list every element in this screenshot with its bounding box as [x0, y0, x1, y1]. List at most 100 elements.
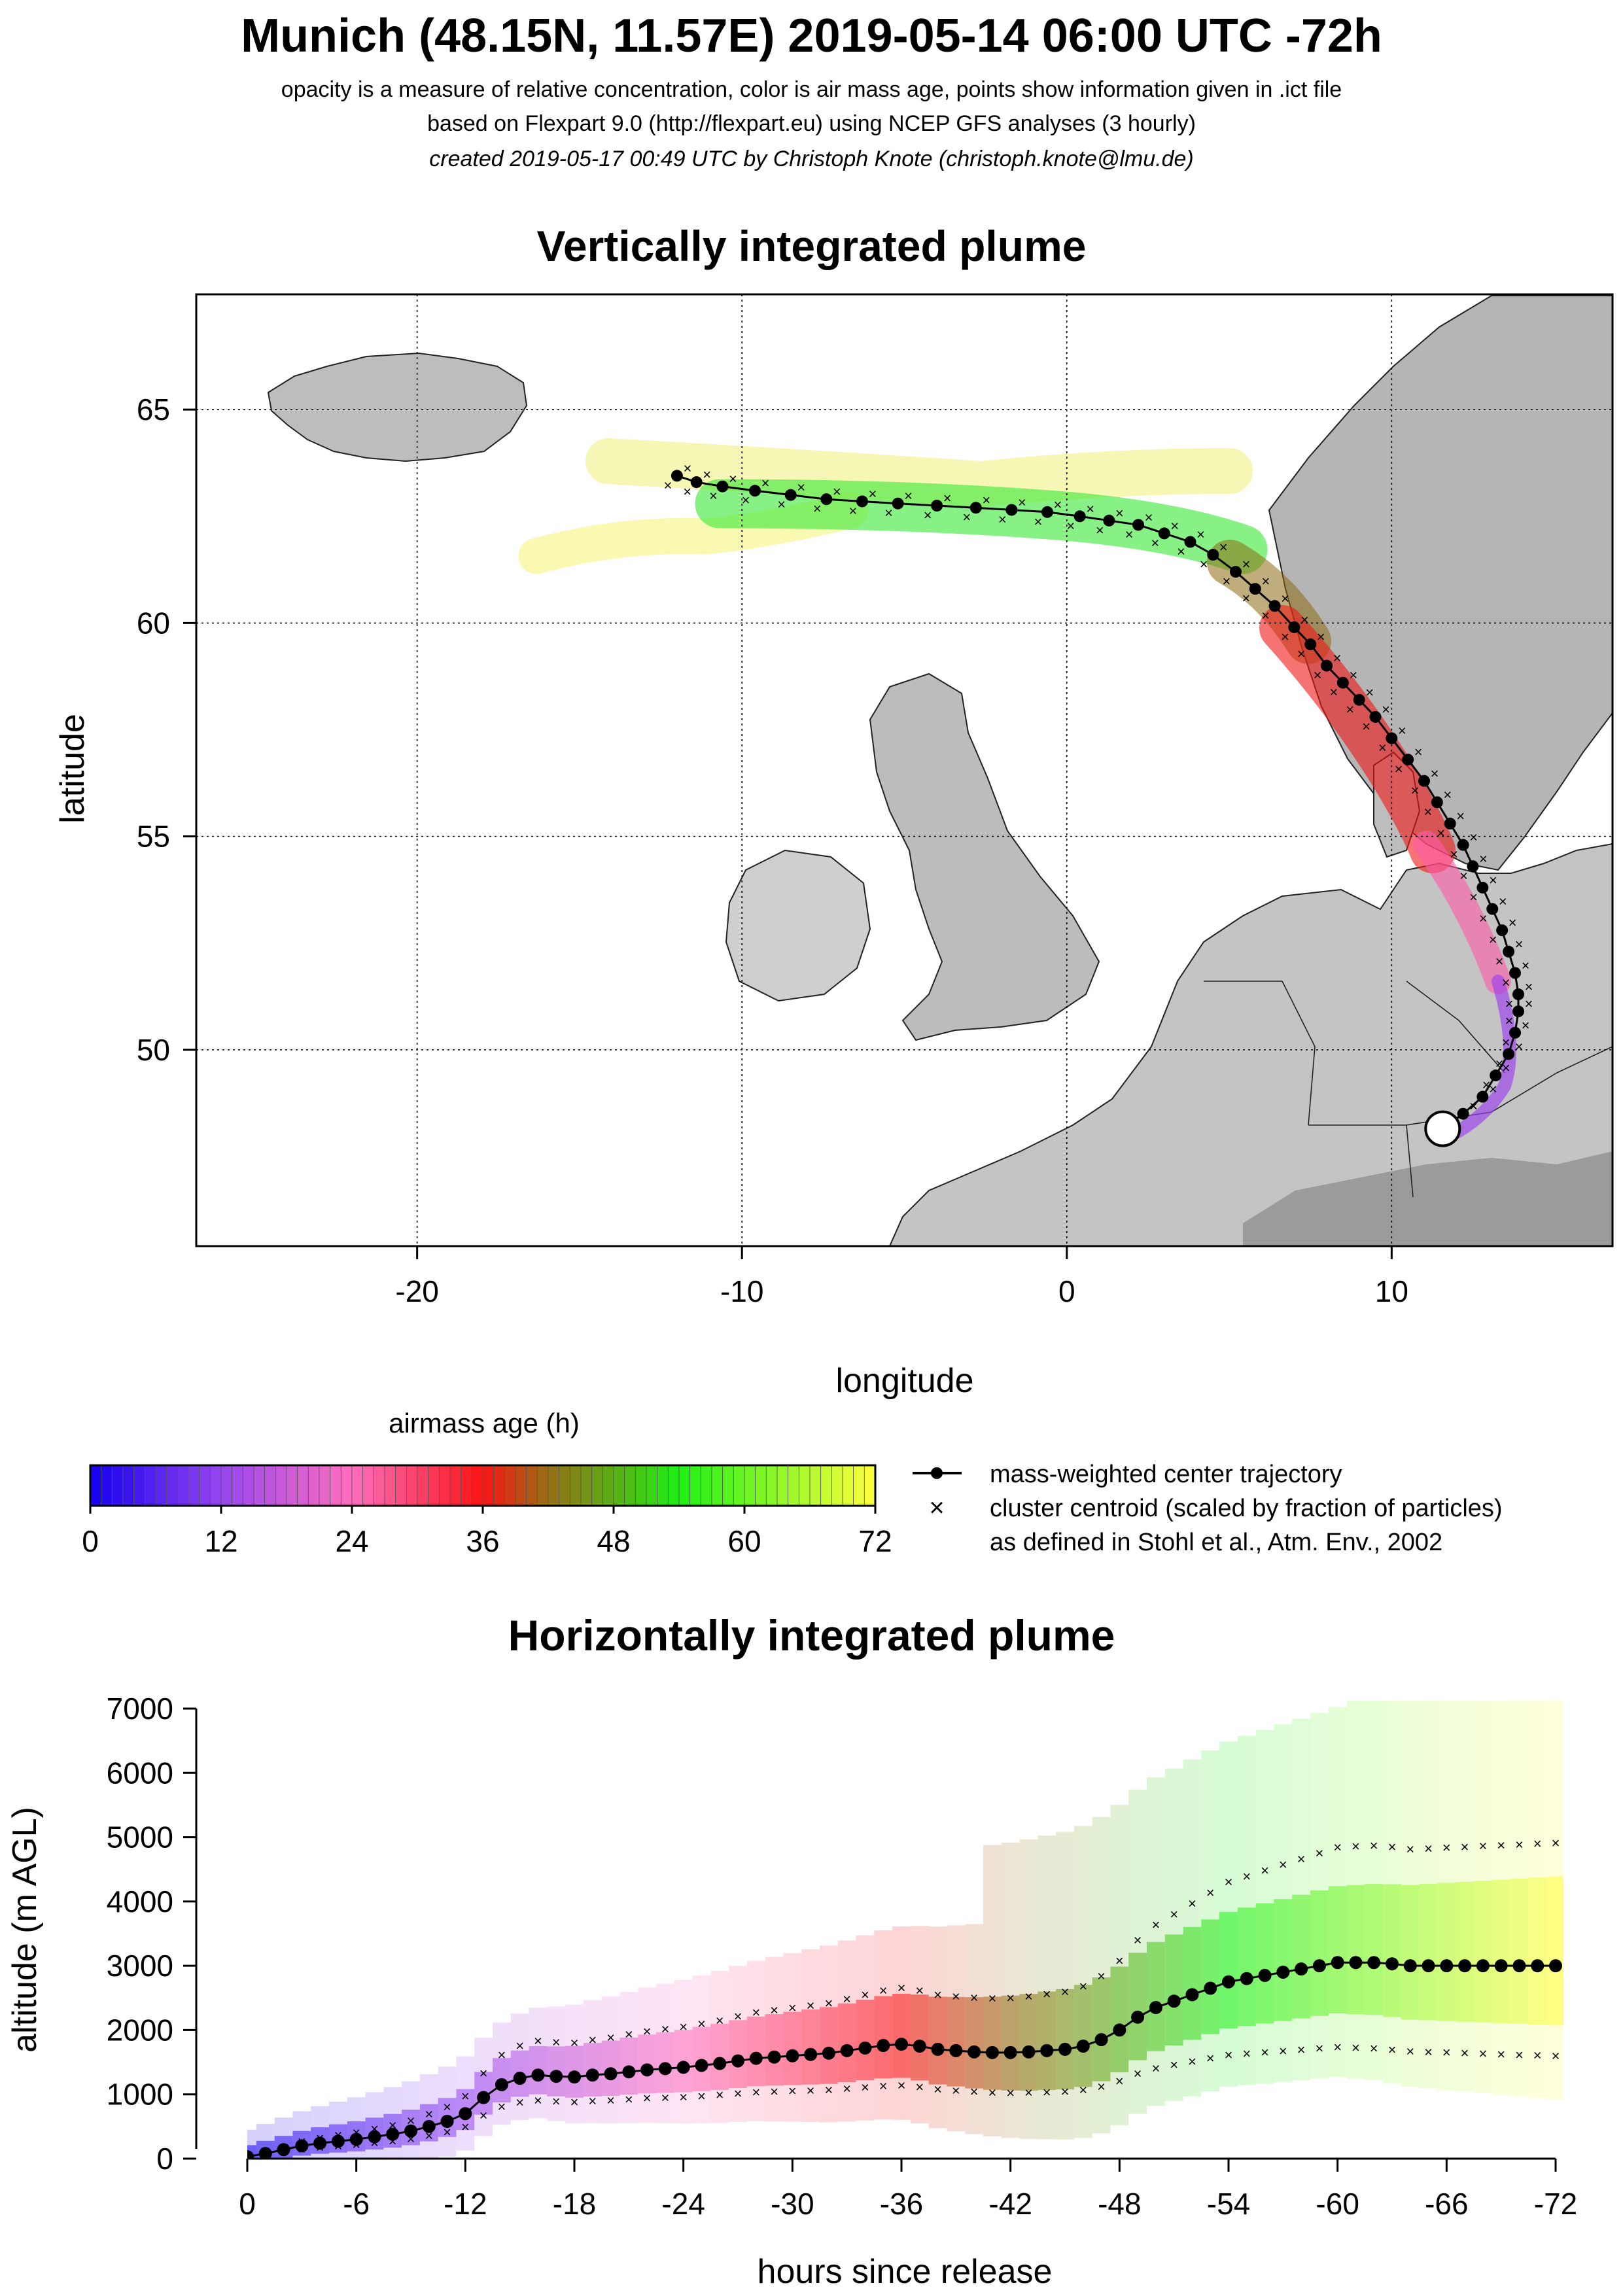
map-cluster-cross: ×	[1297, 646, 1306, 662]
altitude-trajectory-point	[1440, 1959, 1454, 1973]
colorbar-cell	[395, 1465, 407, 1506]
map-trajectory-point	[1158, 527, 1170, 540]
altitude-cluster-cross: ×	[1315, 2040, 1323, 2057]
map-cluster-cross: ×	[1495, 953, 1504, 969]
map-cluster-cross: ×	[1469, 889, 1478, 905]
alt-x-axis-label: hours since release	[758, 2253, 1053, 2291]
altitude-cluster-cross: ×	[934, 2081, 942, 2098]
colorbar-cell	[613, 1465, 625, 1506]
altitude-cluster-cross: ×	[1388, 2042, 1397, 2058]
colorbar-tick-label: 0	[82, 1524, 99, 1558]
map-trajectory-point	[1503, 945, 1515, 958]
altitude-plume-block-core	[783, 2011, 802, 2085]
colorbar-cell	[580, 1465, 593, 1506]
alt-x-tick-label: -42	[988, 2187, 1032, 2221]
colorbar-cell	[526, 1465, 538, 1506]
altitude-plume-block-core	[910, 1994, 929, 2081]
colorbar-cell	[461, 1465, 472, 1506]
map-cluster-cross: ×	[1525, 979, 1533, 995]
plume-green	[695, 479, 1268, 574]
altitude-trajectory-point	[386, 2127, 400, 2141]
colorbar-cell	[253, 1465, 266, 1506]
altitude-trajectory-point	[985, 2045, 999, 2059]
altitude-plume-block-core	[1292, 1894, 1310, 2019]
map-trajectory-point	[1005, 504, 1018, 516]
map-cluster-cross: ×	[1522, 1017, 1530, 1034]
colorbar-tick-label: 36	[466, 1524, 499, 1558]
altitude-cluster-cross: ×	[588, 2093, 597, 2109]
altitude-trajectory-point	[368, 2130, 381, 2144]
altitude-plume-block-outer	[1346, 1701, 1365, 2079]
map-trajectory-point	[1476, 1090, 1489, 1103]
map-gridlines	[196, 294, 1613, 1246]
map-trajectory-point	[1386, 732, 1398, 744]
altitude-trajectory-point	[1531, 1959, 1544, 1973]
colorbar-tick-label: 72	[858, 1524, 892, 1558]
figure-title: Munich (48.15N, 11.57E) 2019-05-14 06:00…	[241, 10, 1382, 62]
altitude-plume-block-core	[1510, 1878, 1529, 2024]
altitude-trajectory-point	[295, 2139, 309, 2153]
altitude-panel-title: Horizontally integrated plume	[508, 1611, 1115, 1660]
map-cluster-cross: ×	[1018, 494, 1026, 510]
altitude-trajectory-point	[804, 2047, 818, 2061]
altitude-plume-block-core	[1110, 1966, 1129, 2073]
altitude-cluster-cross: ×	[1206, 1885, 1215, 1901]
altitude-plume-block-core	[1437, 1883, 1456, 2021]
alt-x-tick-label: -30	[771, 2187, 814, 2221]
map-cluster-cross: ×	[1086, 500, 1094, 517]
colorbar-cell	[591, 1465, 603, 1506]
map-cluster-cross: ×	[777, 496, 786, 513]
altitude-trajectory-point	[440, 2114, 454, 2128]
alt-y-tick-label: 4000	[107, 1885, 173, 1919]
altitude-trajectory-point	[786, 2049, 799, 2062]
colorbar-cell	[853, 1465, 865, 1506]
altitude-cluster-cross: ×	[788, 2083, 797, 2099]
altitude-trajectory-point	[1258, 1968, 1272, 1982]
map-cluster-cross: ×	[703, 466, 711, 483]
map-trajectory-point	[1402, 754, 1414, 766]
legend-point-swatch	[931, 1467, 943, 1479]
altitude-cluster-cross: ×	[515, 2038, 524, 2054]
colorbar-cell	[351, 1465, 364, 1506]
colorbar-cell	[209, 1465, 222, 1506]
map-trajectory-point	[1509, 1026, 1522, 1039]
map-trajectory-point	[1509, 967, 1522, 979]
colorbar-tick-label: 24	[335, 1524, 368, 1558]
colorbar-cell	[646, 1465, 658, 1506]
altitude-trajectory-point	[767, 2050, 781, 2064]
altitude-cluster-cross: ×	[1097, 2078, 1106, 2095]
altitude-trajectory-point	[404, 2124, 417, 2138]
map-cluster-cross: ×	[1378, 740, 1387, 756]
map-cluster-cross: ×	[1411, 782, 1420, 799]
altitude-cluster-cross: ×	[970, 2083, 979, 2100]
altitude-trajectory-point	[1003, 2045, 1017, 2059]
colorbar-cell	[744, 1465, 756, 1506]
altitude-plume-block-outer	[1419, 1701, 1438, 2089]
altitude-trajectory-point	[1458, 1959, 1472, 1973]
map-trajectory-point	[749, 485, 761, 497]
map-y-tick-label: 55	[137, 820, 170, 854]
altitude-cluster-cross: ×	[1024, 1989, 1033, 2005]
altitude-trajectory-point	[913, 2040, 926, 2053]
alt-y-tick-label: 3000	[107, 1949, 173, 1983]
altitude-cluster-cross: ×	[1079, 1978, 1087, 1994]
release-point-circle	[1424, 1110, 1461, 1147]
altitude-plume-block-core	[1219, 1911, 1238, 2028]
altitude-plume-block-core	[1001, 1995, 1020, 2091]
altitude-cluster-cross: ×	[480, 2108, 488, 2124]
altitude-trajectory-point	[858, 2041, 872, 2055]
colorbar-cell	[340, 1465, 353, 1506]
map-trajectory-point	[1503, 1048, 1515, 1060]
altitude-cluster-cross: ×	[443, 2124, 451, 2140]
altitude-plume-block-core	[1419, 1884, 1438, 2021]
colorbar-cell	[798, 1465, 811, 1506]
map-cluster-cross: ×	[1096, 522, 1104, 538]
colorbar-cell	[90, 1465, 102, 1506]
map-x-ticks: -20 -10 0 10	[395, 1246, 1408, 1308]
altitude-cluster-cross: ×	[1279, 1856, 1287, 1873]
altitude-plume-block-core	[1147, 1941, 1165, 2051]
map-trajectory-point	[1073, 510, 1086, 523]
alt-y-ticks: 0 1000 2000 3000 4000 5000 6000 7000	[107, 1692, 196, 2176]
map-cluster-cross: ×	[1346, 701, 1354, 718]
altitude-trajectory-point	[1076, 2040, 1090, 2053]
